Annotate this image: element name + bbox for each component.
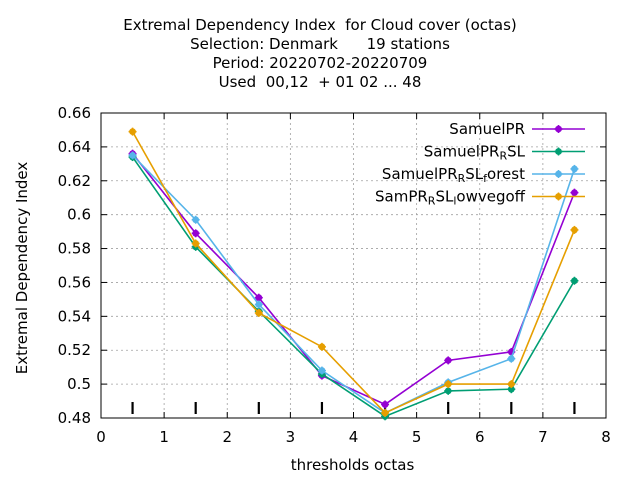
- legend-entry-4: SamPRRSLlowvegoff: [375, 188, 585, 208]
- y-tick-label: 0.5: [67, 375, 91, 393]
- series-4: [128, 127, 579, 417]
- x-tick-label: 1: [159, 428, 169, 446]
- y-tick-label: 0.58: [58, 240, 91, 258]
- y-tick-label: 0.62: [58, 172, 91, 190]
- title-line-2: Selection: Denmark 19 stations: [190, 35, 450, 53]
- legend-entry-1: SamuelPR: [449, 120, 585, 138]
- x-tick-label: 3: [286, 428, 296, 446]
- y-tick-label: 0.66: [58, 104, 91, 122]
- legend-entry-3: SamuelPRRSLforest: [382, 165, 585, 185]
- x-tick-label: 4: [349, 428, 359, 446]
- series-line: [131, 154, 576, 414]
- title-line-4: Used 00,12 + 01 02 ... 48: [218, 73, 422, 91]
- x-tick-label: 0: [96, 428, 106, 446]
- legend-label: SamuelPRRSL: [424, 143, 526, 163]
- y-tick-label: 0.6: [67, 206, 91, 224]
- x-tick-label: 7: [538, 428, 548, 446]
- x-axis-label: thresholds octas: [290, 456, 415, 474]
- y-tick-label: 0.48: [58, 409, 91, 427]
- legend-label: SamuelPRRSLforest: [382, 165, 525, 185]
- series-line: [131, 156, 576, 418]
- y-tick-label: 0.52: [58, 341, 91, 359]
- legend-label: SamPRRSLlowvegoff: [375, 188, 526, 208]
- y-tick-label: 0.54: [58, 307, 91, 325]
- y-tick-label: 0.64: [58, 138, 91, 156]
- x-tick-label: 2: [222, 428, 232, 446]
- legend-label: SamuelPR: [449, 120, 525, 138]
- series-line: [131, 131, 576, 414]
- series-line: [131, 153, 576, 406]
- x-tick-label: 6: [475, 428, 485, 446]
- y-tick-label: 0.56: [58, 273, 91, 291]
- x-tick-label: 5: [412, 428, 422, 446]
- title-line-1: Extremal Dependency Index for Cloud cove…: [123, 16, 517, 34]
- x-tick-label: 8: [601, 428, 611, 446]
- title-line-3: Period: 20220702-20220709: [212, 54, 428, 72]
- legend-entry-2: SamuelPRRSL: [424, 143, 585, 163]
